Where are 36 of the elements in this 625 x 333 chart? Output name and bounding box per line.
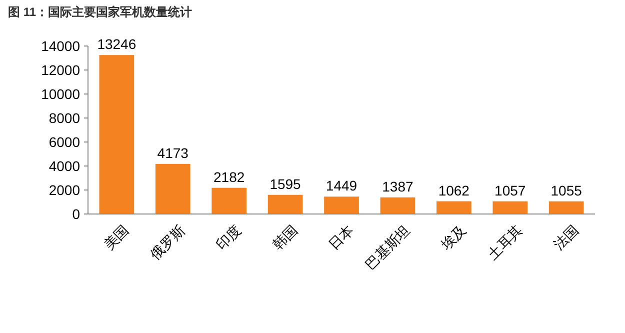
bar [155, 164, 190, 214]
data-label: 13246 [97, 36, 136, 52]
data-label: 2182 [214, 168, 245, 185]
y-tick-label: 10000 [41, 86, 80, 102]
y-tick-label: 2000 [48, 182, 80, 198]
y-tick-label: 14000 [41, 38, 80, 54]
x-tick-label: 土耳其 [484, 222, 526, 263]
data-label: 1057 [494, 182, 526, 198]
y-tick-label: 0 [72, 206, 80, 222]
data-label: 1387 [382, 178, 414, 194]
bar [492, 201, 528, 214]
bar [380, 197, 416, 214]
data-label: 1449 [326, 178, 358, 194]
x-tick-label: 美国 [100, 222, 132, 253]
x-tick-label: 俄罗斯 [146, 222, 188, 263]
chart-title: 图 11：国际主要国家军机数量统计 [8, 5, 192, 19]
bar [212, 188, 247, 214]
x-tick-label: 韩国 [269, 222, 300, 253]
data-label: 1055 [550, 182, 582, 198]
x-tick-label: 巴基斯坦 [362, 222, 413, 273]
data-label: 1595 [270, 176, 302, 192]
data-label: 4173 [157, 144, 189, 161]
x-tick-label: 日本 [325, 222, 357, 253]
bar [268, 194, 303, 214]
bar [548, 201, 584, 214]
bar [324, 196, 359, 214]
x-tick-label: 埃及 [437, 222, 469, 254]
bar [436, 201, 472, 214]
x-tick-label: 法国 [550, 222, 582, 253]
x-tick-label: 印度 [213, 222, 244, 253]
y-tick-label: 6000 [48, 134, 80, 150]
data-label: 1062 [438, 182, 470, 198]
bar [99, 55, 134, 214]
y-tick-label: 12000 [41, 62, 80, 78]
y-tick-label: 8000 [48, 110, 80, 126]
y-tick-label: 4000 [48, 158, 80, 174]
